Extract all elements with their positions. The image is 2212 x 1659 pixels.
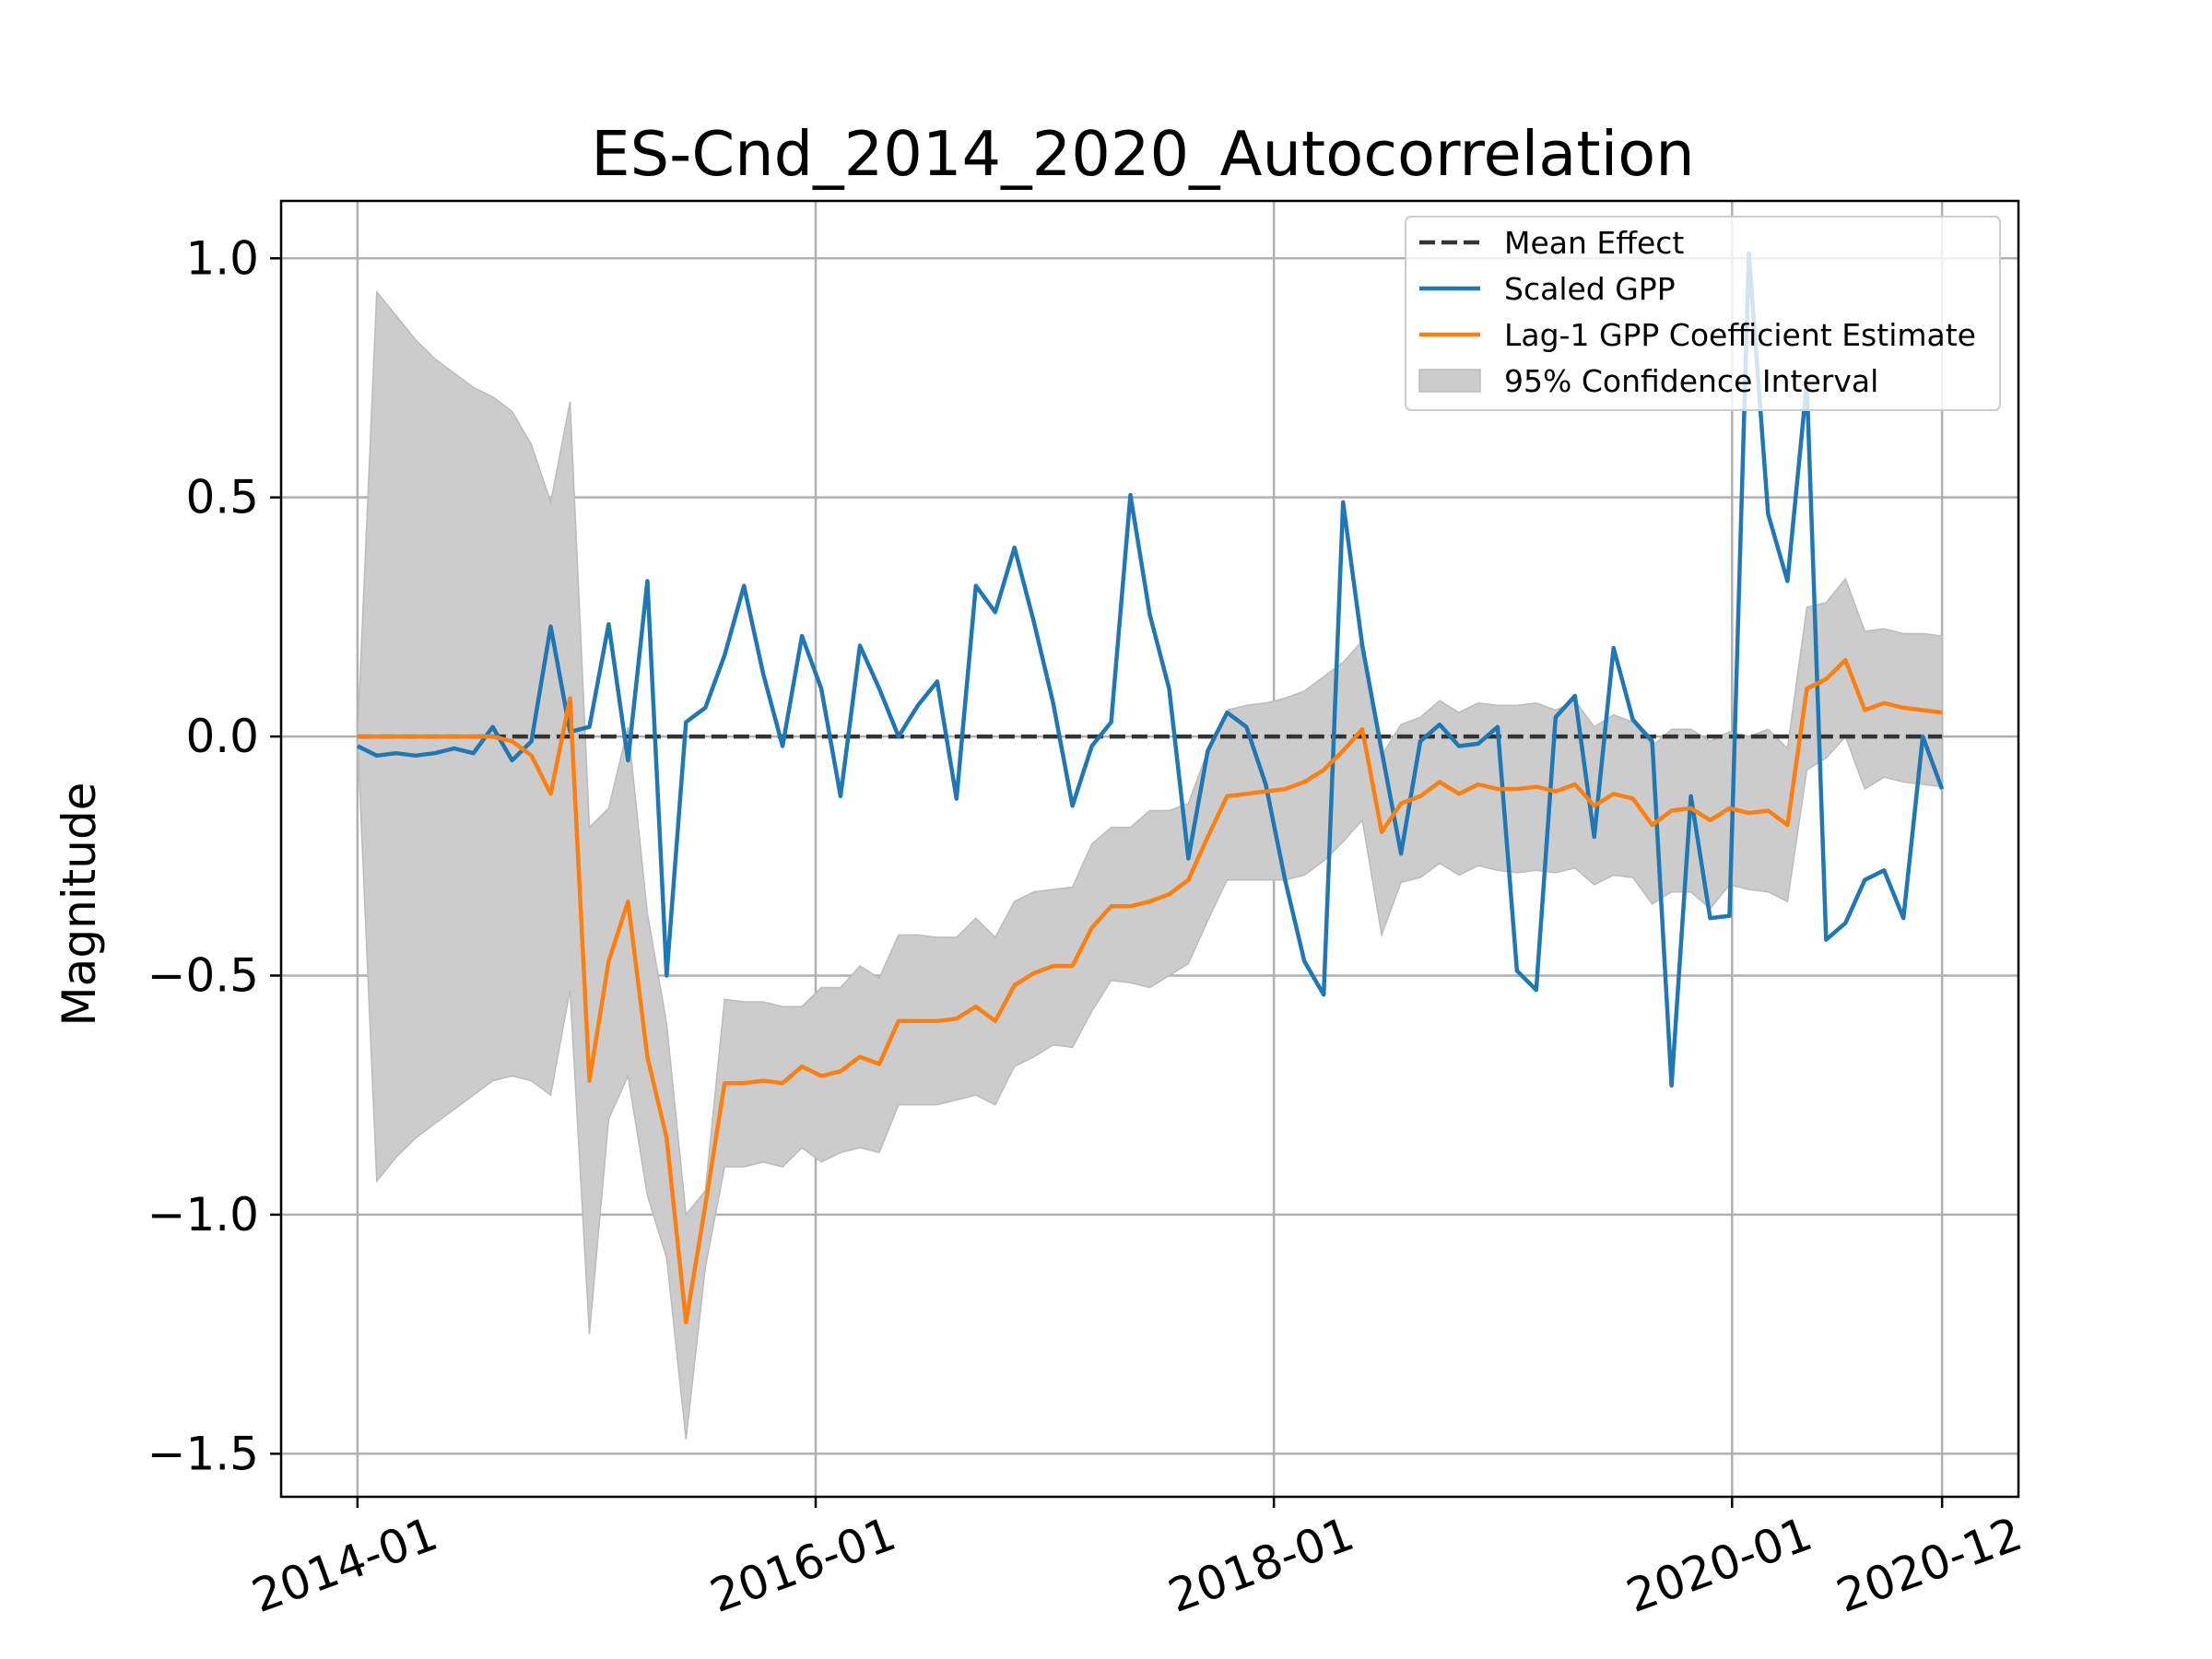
legend-label: Mean Effect bbox=[1504, 225, 1684, 261]
plot-frame bbox=[279, 199, 2020, 1499]
y-tick-label: 0.5 bbox=[185, 471, 259, 524]
confidence-interval-band bbox=[357, 289, 1943, 1440]
y-tick-label: 1.0 bbox=[185, 231, 259, 285]
legend-label: 95% Confidence Interval bbox=[1504, 363, 1878, 399]
legend-label: Scaled GPP bbox=[1504, 271, 1676, 307]
series-lines bbox=[356, 251, 1945, 1324]
x-tick-label: 2018-01 bbox=[1161, 1507, 1360, 1623]
legend-label: Lag-1 GPP Coefficient Estimate bbox=[1504, 317, 1976, 353]
x-tick-label: 2016-01 bbox=[703, 1507, 902, 1623]
ci-band-area bbox=[357, 289, 1943, 1440]
x-tick-label: 2020-12 bbox=[1830, 1507, 2029, 1623]
y-axis-label: Magnitude bbox=[53, 782, 106, 1027]
x-tick-label: 2020-01 bbox=[1619, 1507, 1818, 1623]
legend-swatch bbox=[1418, 369, 1481, 393]
y-tick-label: −0.5 bbox=[147, 948, 259, 1002]
x-tick-label: 2014-01 bbox=[245, 1507, 444, 1623]
series-line-scaled-gpp bbox=[356, 251, 1945, 1088]
legend: Mean Effect Scaled GPP Lag-1 GPP Coefficie… bbox=[1405, 216, 2001, 411]
legend-box bbox=[1405, 216, 2001, 411]
series-line-lag-1-gpp-coefficient-estimate bbox=[357, 657, 1943, 1324]
y-tick-label: −1.5 bbox=[147, 1427, 259, 1480]
chart-title: ES-Cnd_2014_2020_Autocorrelation bbox=[591, 118, 1694, 190]
y-tick-label: 0.0 bbox=[185, 710, 259, 763]
y-tick-label: −1.0 bbox=[147, 1188, 259, 1241]
